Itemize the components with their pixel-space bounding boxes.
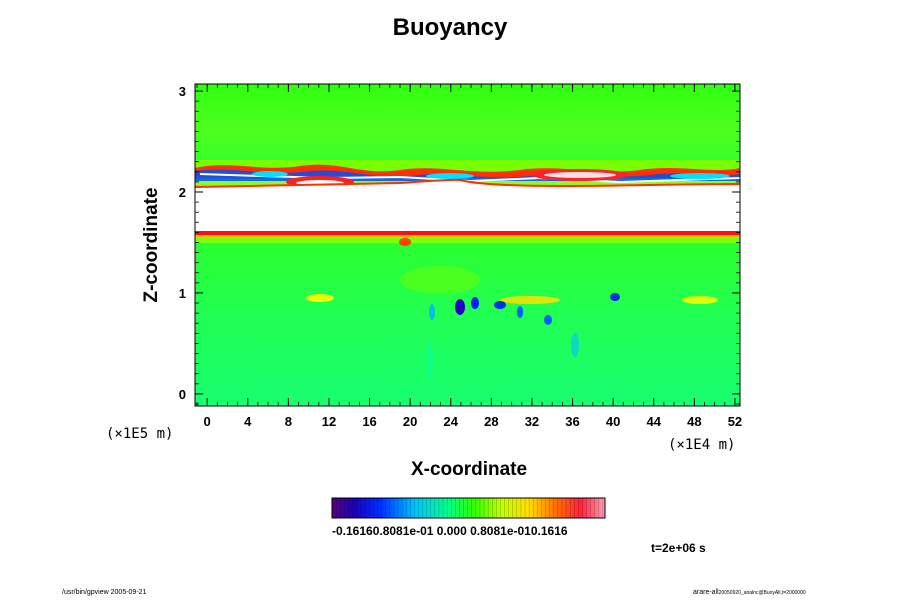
x-tick-label: 52: [728, 414, 742, 429]
x-tick-label: 36: [565, 414, 579, 429]
footer-right: arare-all20050920_analnc@BuoyAll,t=20000…: [693, 589, 806, 596]
x-axis-label: X-coordinate: [410, 459, 528, 480]
x-tick-label: 28: [484, 414, 498, 429]
x-tick-label: 8: [285, 414, 292, 429]
plot-frame: [194, 83, 741, 407]
y-tick-label: 2: [179, 185, 186, 200]
x-tick-label: 4: [244, 414, 252, 429]
x-axis-unit: (×1E4 m): [668, 437, 736, 453]
x-tick-label: 44: [646, 414, 661, 429]
x-tick-label: 40: [606, 414, 620, 429]
colorbar-ticks: [332, 498, 605, 518]
y-tick-label: 3: [179, 84, 186, 99]
footer-right-main: arare-all: [693, 589, 719, 596]
chart-title: Buoyancy: [392, 14, 508, 41]
y-axis-label: Z-coordinate: [141, 187, 162, 303]
x-tick-label: 32: [525, 414, 539, 429]
x-tick-label: 20: [403, 414, 417, 429]
x-axis: 0 4 8 12 16 20 24 28 32 36 40 44 48 52: [196, 84, 742, 429]
heatmap-field: [195, 84, 740, 406]
footer-left: /usr/bin/gpview 2005-09-21: [62, 589, 147, 596]
lower-field: [195, 232, 740, 406]
y-tick-label: 1: [179, 286, 186, 301]
x-tick-label: 12: [322, 414, 336, 429]
y-axis-unit: (×1E5 m): [106, 426, 174, 442]
y-tick-label: 0: [179, 387, 186, 402]
x-tick-label: 16: [362, 414, 376, 429]
x-tick-label: 0: [204, 414, 211, 429]
footer-right-sub: 20050920_analnc@BuoyAll,t=2000000: [718, 590, 806, 596]
x-tick-label: 24: [444, 414, 459, 429]
y-axis: 0 1 2 3: [179, 84, 740, 405]
time-label: t=2e+06 s: [651, 541, 706, 555]
colorbar-labels: -0.16160.8081e-01 0.000 0.8081e-010.1616: [332, 524, 568, 538]
x-tick-label: 48: [687, 414, 701, 429]
